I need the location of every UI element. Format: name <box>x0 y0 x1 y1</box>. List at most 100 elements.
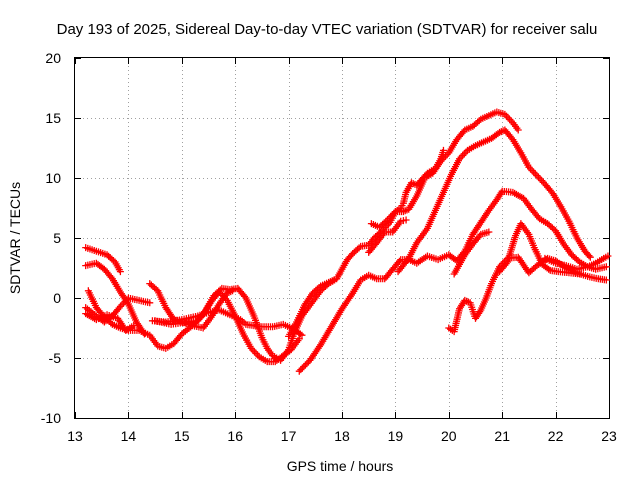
y-tick-label: -5 <box>49 350 62 366</box>
x-tick-label: 17 <box>281 428 297 444</box>
data-point <box>298 364 306 372</box>
data-point <box>504 114 512 122</box>
data-point <box>437 157 445 165</box>
x-tick-label: 21 <box>494 428 510 444</box>
data-point <box>297 366 305 374</box>
data-point <box>530 168 538 176</box>
x-tick-label: 15 <box>174 428 190 444</box>
data-point <box>501 110 509 118</box>
series-arc1 <box>82 244 124 276</box>
series-arc16 <box>496 220 584 278</box>
data-point <box>120 299 128 307</box>
series-arc14 <box>450 228 493 278</box>
x-tick-labels: 13 14 15 16 17 18 19 20 21 22 23 <box>67 428 617 444</box>
data-point <box>395 257 403 265</box>
y-tick-label: 5 <box>53 230 61 246</box>
data-point <box>388 211 396 219</box>
data-point <box>462 148 470 156</box>
y-tick-label: -10 <box>41 410 61 426</box>
data-point <box>497 189 505 197</box>
series-layer <box>82 108 612 375</box>
data-point <box>296 330 304 338</box>
data-point <box>403 256 411 264</box>
data-point <box>533 172 541 180</box>
data-point <box>440 154 448 162</box>
data-point <box>252 349 260 357</box>
data-point <box>531 170 539 178</box>
data-point <box>116 302 124 310</box>
data-point <box>298 331 306 339</box>
data-point <box>116 268 124 276</box>
data-point <box>383 216 391 224</box>
data-point <box>460 150 468 158</box>
data-point <box>527 165 535 173</box>
data-point <box>387 213 395 221</box>
series-arc9 <box>285 276 338 340</box>
x-tick-label: 22 <box>548 428 564 444</box>
y-tick-label: 10 <box>45 170 61 186</box>
x-tick-label: 19 <box>388 428 404 444</box>
data-point <box>439 146 447 154</box>
data-point <box>249 346 257 354</box>
data-point <box>300 363 308 371</box>
x-axis-label: GPS time / hours <box>287 458 394 474</box>
data-point <box>438 156 446 164</box>
series-arc17 <box>541 252 612 273</box>
x-tick-label: 18 <box>334 428 350 444</box>
data-point <box>602 276 610 284</box>
data-point <box>476 308 484 316</box>
data-point <box>506 115 514 123</box>
data-point <box>355 244 363 252</box>
data-point <box>574 257 582 265</box>
data-point <box>295 335 303 343</box>
data-point <box>130 322 138 330</box>
data-point <box>303 359 311 367</box>
data-point <box>514 126 522 134</box>
y-axis-label: SDTVAR / TECUs <box>7 182 23 294</box>
data-point <box>455 155 463 163</box>
series-arc13 <box>394 126 594 276</box>
x-tick-label: 20 <box>441 428 457 444</box>
data-point <box>385 214 393 222</box>
y-tick-labels: -10 -5 0 5 10 15 20 <box>41 50 61 426</box>
chart-title: Day 193 of 2025, Sidereal Day-to-day VTE… <box>57 21 598 38</box>
x-tick-label: 23 <box>601 428 617 444</box>
data-point <box>402 216 410 224</box>
data-point <box>475 117 483 125</box>
data-point <box>216 286 224 294</box>
data-point <box>442 152 450 160</box>
data-point <box>525 163 533 171</box>
data-point <box>602 263 610 271</box>
x-tick-label: 14 <box>121 428 137 444</box>
data-point <box>176 332 184 340</box>
data-point <box>152 285 160 293</box>
series-arc12 <box>365 216 410 256</box>
data-point <box>538 177 546 185</box>
data-point <box>146 299 154 307</box>
data-point <box>604 252 612 260</box>
data-point <box>443 150 451 158</box>
data-point <box>459 151 467 159</box>
data-point <box>535 173 543 181</box>
data-point <box>330 276 338 284</box>
y-tick-label: 0 <box>53 290 61 306</box>
data-point <box>295 367 303 375</box>
data-point <box>254 351 262 359</box>
data-point <box>121 297 129 305</box>
y-tick-label: 20 <box>45 50 61 66</box>
data-point <box>502 260 510 268</box>
plot-frame <box>74 57 610 419</box>
data-point <box>315 283 323 291</box>
data-point <box>502 112 510 120</box>
data-point <box>250 348 258 356</box>
data-point <box>457 153 465 161</box>
y-tick-label: 15 <box>45 110 61 126</box>
series-arc3 <box>84 287 303 366</box>
data-point <box>118 301 126 309</box>
x-tick-label: 16 <box>227 428 243 444</box>
data-point <box>301 361 309 369</box>
series-arc5 <box>82 310 138 334</box>
data-point <box>536 175 544 183</box>
